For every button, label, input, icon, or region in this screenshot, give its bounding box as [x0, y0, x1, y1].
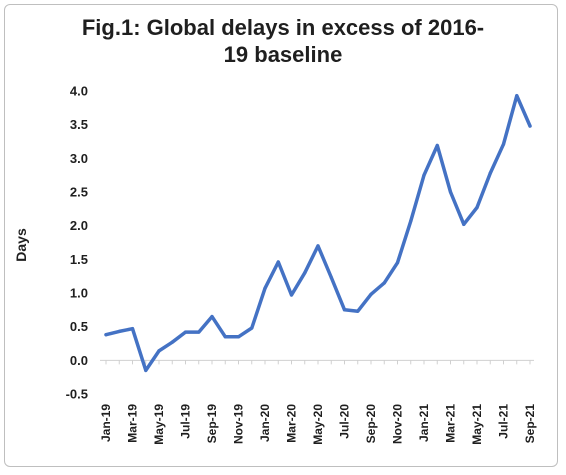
- chart-title: Fig.1: Global delays in excess of 2016- …: [0, 14, 566, 68]
- data-point: [210, 314, 214, 319]
- x-tick-label: Jul-19: [179, 404, 193, 439]
- y-tick-label: 0.0: [70, 353, 88, 368]
- y-tick-label: 2.5: [70, 185, 88, 200]
- data-point: [448, 190, 453, 194]
- data-point: [250, 326, 254, 330]
- data-point: [422, 173, 426, 177]
- data-point: [528, 124, 532, 128]
- data-point: [369, 292, 373, 296]
- data-point: [276, 260, 280, 264]
- data-point: [263, 286, 267, 290]
- x-tick-label: Mar-21: [444, 404, 458, 443]
- chart-title-line-2: 19 baseline: [223, 42, 343, 67]
- data-point: [183, 330, 188, 334]
- data-point: [395, 261, 400, 265]
- x-tick-label: May-19: [152, 404, 166, 445]
- chart-frame: [4, 4, 558, 467]
- y-tick-label: 4.0: [70, 84, 88, 99]
- x-tick-label: Sep-19: [205, 404, 219, 444]
- y-tick-label: 1.5: [70, 252, 88, 267]
- data-point: [462, 222, 466, 226]
- x-tick-label: Jul-20: [338, 404, 352, 439]
- y-tick-label: 0.5: [70, 319, 88, 334]
- data-point: [316, 244, 320, 248]
- data-point: [435, 143, 439, 148]
- y-tick-label: -0.5: [66, 387, 88, 402]
- y-tick-label: 2.0: [70, 218, 88, 233]
- data-point: [144, 368, 148, 373]
- x-tick-label: Mar-19: [126, 404, 140, 443]
- data-point: [170, 340, 174, 344]
- data-point: [501, 142, 506, 146]
- chart-title-line-1: Fig.1: Global delays in excess of 2016-: [81, 15, 485, 40]
- x-tick-label: Sep-20: [364, 404, 378, 444]
- x-tick-label: Nov-20: [391, 404, 405, 444]
- data-point: [475, 205, 479, 210]
- y-tick-label: 1.0: [70, 286, 88, 301]
- data-point: [342, 308, 347, 312]
- data-point: [130, 327, 135, 331]
- x-tick-label: Nov-19: [232, 404, 246, 444]
- data-point: [409, 219, 413, 223]
- data-point: [356, 309, 360, 313]
- series-line: [104, 93, 532, 373]
- data-point: [197, 330, 201, 334]
- x-tick-label: May-20: [311, 404, 325, 445]
- x-tick-label: Jan-21: [417, 404, 431, 442]
- data-point: [289, 293, 294, 297]
- x-tick-label: Jan-20: [258, 404, 272, 442]
- x-tick-label: Jul-21: [497, 404, 511, 439]
- data-point: [303, 271, 307, 275]
- data-point: [515, 94, 519, 98]
- data-point: [104, 333, 108, 337]
- x-tick-label: Jan-19: [99, 404, 113, 442]
- x-tick-label: May-21: [470, 404, 484, 445]
- data-point: [117, 329, 121, 333]
- data-point: [223, 335, 227, 339]
- x-tick-label: Sep-21: [523, 404, 537, 444]
- y-tick-label: 3.5: [70, 117, 88, 132]
- data-point: [488, 171, 492, 175]
- data-point: [236, 335, 241, 339]
- x-tick-label: Mar-20: [285, 404, 299, 443]
- data-point: [329, 275, 333, 280]
- y-tick-label: 3.0: [70, 151, 88, 166]
- data-point: [382, 281, 386, 285]
- data-point: [157, 349, 161, 353]
